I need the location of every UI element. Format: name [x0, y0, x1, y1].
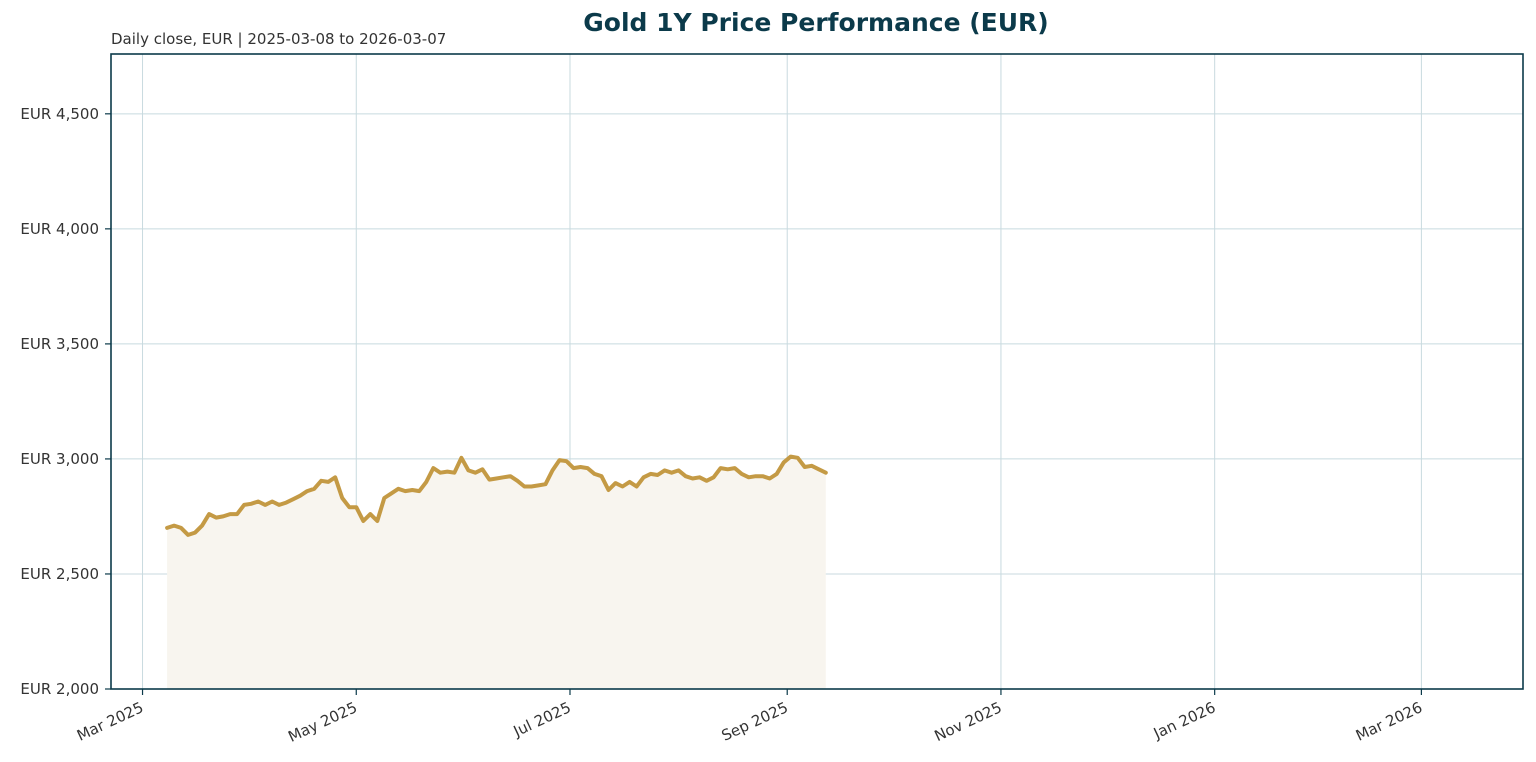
y-tick-label: EUR 3,000: [20, 450, 99, 468]
y-tick-label: EUR 4,000: [20, 220, 99, 238]
chart-subtitle: Daily close, EUR | 2025-03-08 to 2026-03…: [111, 30, 446, 48]
x-tick-label: Mar 2026: [1353, 698, 1425, 744]
y-tick-label: EUR 2,000: [20, 680, 99, 698]
y-tick-label: EUR 3,500: [20, 335, 99, 353]
y-tick-label: EUR 4,500: [20, 105, 99, 123]
x-tick-label: Sep 2025: [719, 698, 791, 744]
y-tick-label: EUR 2,500: [20, 565, 99, 583]
chart-title: Gold 1Y Price Performance (EUR): [583, 8, 1048, 37]
x-tick-label: May 2025: [285, 698, 360, 746]
x-gridlines: [142, 54, 1422, 689]
price-line: [165, 454, 828, 537]
x-tick-label: Nov 2025: [932, 698, 1005, 745]
plot-frame: [110, 53, 1524, 690]
x-tick-label: Jul 2025: [510, 698, 574, 741]
x-tick-label: Jan 2026: [1150, 698, 1218, 743]
x-axis-ticks: Mar 2025 May 2025 Jul 2025 Sep 2025 Nov 2025…: [74, 689, 1425, 746]
y-axis-ticks: EUR 2,000 EUR 2,500 EUR 3,000 EUR 3,500 EUR …: [20, 105, 111, 698]
price-area-fill: [167, 456, 826, 689]
x-tick-label: Mar 2025: [74, 698, 146, 744]
